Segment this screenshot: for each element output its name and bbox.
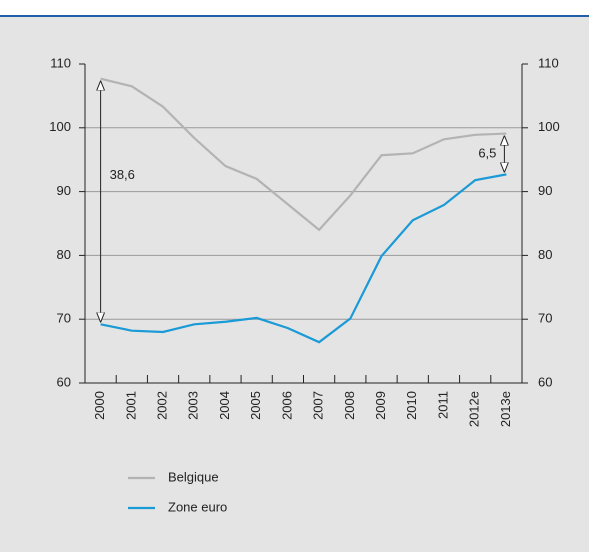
y2-tick-label: 70	[538, 311, 552, 326]
x-tick-label: 2001	[123, 391, 138, 420]
y-tick-label: 100	[49, 119, 71, 134]
x-tick-label: 2008	[342, 391, 357, 420]
x-tick-label: 2007	[311, 391, 326, 420]
y-tick-label: 90	[57, 183, 71, 198]
y2-tick-label: 90	[538, 183, 552, 198]
y2-tick-label: 100	[538, 119, 560, 134]
series-line	[100, 173, 507, 344]
series-line	[100, 77, 507, 232]
y2-tick-label: 110	[538, 55, 559, 70]
x-tick-label: 2009	[373, 391, 388, 420]
y2-tick-label: 60	[538, 374, 552, 389]
legend-label: Zone euro	[168, 499, 227, 514]
x-tick-label: 2013e	[498, 391, 513, 427]
x-tick-label: 2006	[279, 391, 294, 420]
y2-tick-label: 80	[538, 247, 552, 262]
x-tick-label: 2012e	[467, 391, 482, 427]
annotation: 38,6	[110, 167, 135, 182]
y-tick-label: 60	[57, 374, 71, 389]
x-tick-label: 2003	[186, 391, 201, 420]
y-tick-label: 70	[57, 311, 71, 326]
y-tick-label: 110	[50, 55, 71, 70]
y-tick-label: 80	[57, 247, 71, 262]
x-tick-label: 2005	[248, 391, 263, 420]
legend-label: Belgique	[168, 469, 219, 484]
x-tick-label: 2002	[154, 391, 169, 420]
annotation: 6,5	[478, 145, 496, 160]
x-tick-label: 2004	[217, 391, 232, 420]
panel	[0, 17, 589, 552]
x-tick-label: 2000	[92, 391, 107, 420]
x-tick-label: 2010	[404, 391, 419, 420]
x-tick-label: 2011	[435, 391, 450, 419]
